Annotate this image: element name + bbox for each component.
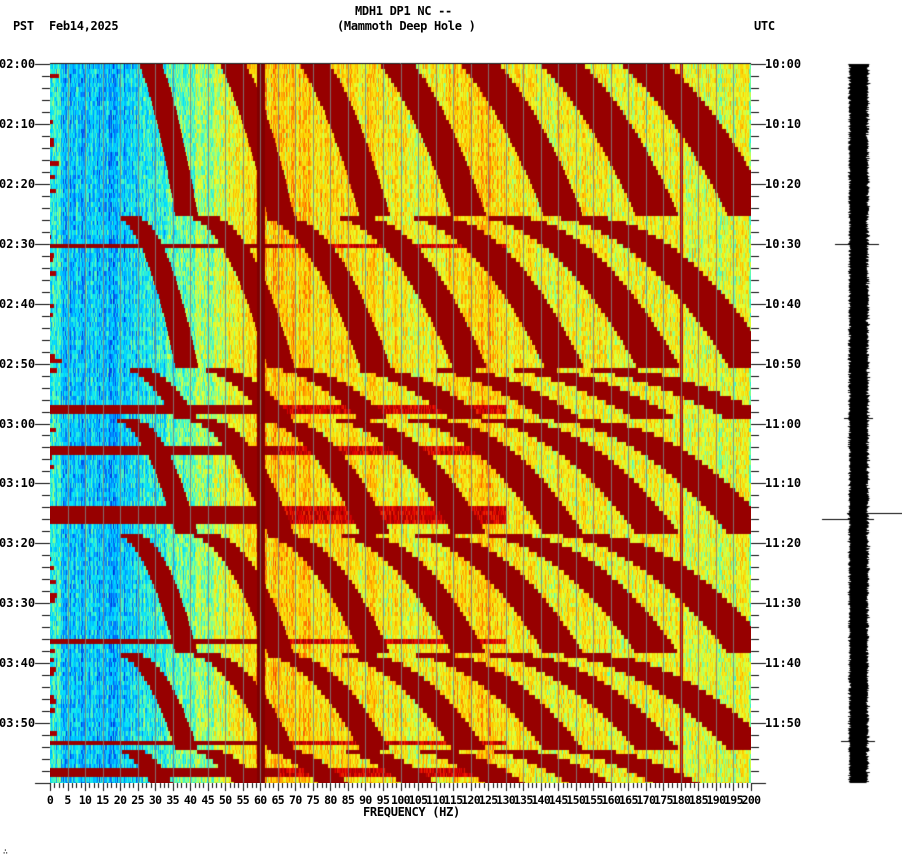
x-tick-label: 65 (271, 793, 285, 807)
x-tick-label: 10 (78, 793, 92, 807)
x-tick-label: 15 (96, 793, 109, 807)
x-tick-label: 90 (359, 793, 372, 807)
x-tick-label: 40 (183, 793, 197, 807)
y-tick-label-right: 11:40 (765, 656, 802, 671)
x-tick-label: 195 (723, 793, 744, 807)
y-tick-label-left: 03:00 (0, 416, 36, 431)
x-tick-label: 150 (566, 793, 586, 807)
y-tick-label-right: 10:40 (765, 296, 802, 311)
x-tick-label: 165 (618, 793, 639, 807)
x-tick-label: 95 (376, 793, 390, 807)
x-tick-label: 155 (583, 793, 604, 807)
y-tick-label-right: 11:30 (765, 596, 802, 611)
x-tick-label: 5 (64, 793, 71, 807)
y-tick-label-right: 11:10 (765, 476, 802, 491)
x-tick-label: 130 (496, 793, 516, 807)
x-tick-label: 105 (408, 793, 429, 807)
x-tick-label: 160 (601, 793, 621, 807)
x-tick-label: 180 (671, 793, 691, 807)
y-tick-label-right: 11:00 (765, 416, 802, 431)
y-tick-label-right: 10:10 (765, 116, 802, 131)
x-tick-label: 175 (653, 793, 674, 807)
y-tick-label-left: 02:00 (0, 57, 36, 71)
y-tick-label-left: 02:20 (0, 176, 36, 191)
x-tick-label: 120 (461, 793, 481, 807)
y-tick-label-left: 02:30 (0, 236, 36, 251)
x-tick-label: 0 (46, 793, 54, 807)
y-tick-label-left: 02:40 (0, 296, 36, 311)
corner-mark: ∴ (3, 847, 8, 856)
x-tick-label: 50 (218, 793, 232, 807)
y-tick-label-left: 03:10 (0, 476, 36, 491)
y-tick-label-right: 10:00 (765, 57, 802, 71)
x-tick-label: 190 (706, 793, 726, 807)
x-tick-label: 110 (426, 793, 446, 807)
y-tick-label-right: 11:50 (765, 716, 802, 731)
y-tick-label-left: 02:10 (0, 116, 36, 131)
x-tick-label: 80 (324, 793, 337, 807)
x-tick-label: 45 (201, 793, 215, 807)
x-tick-label: 25 (131, 793, 144, 807)
x-tick-label: 100 (391, 793, 411, 807)
x-tick-label: 135 (513, 793, 534, 807)
x-tick-label: 200 (741, 793, 762, 807)
x-tick-label: 145 (548, 793, 569, 807)
x-tick-label: 20 (113, 793, 127, 807)
y-tick-label-left: 03:30 (0, 596, 36, 611)
x-tick-label: 85 (341, 793, 355, 807)
x-tick-label: 140 (531, 793, 551, 807)
x-tick-label: 55 (236, 793, 250, 807)
x-tick-label: 75 (306, 793, 320, 807)
x-tick-label: 70 (289, 793, 302, 807)
y-tick-label-right: 10:20 (765, 176, 802, 191)
x-tick-label: 185 (688, 793, 709, 807)
x-tick-label: 125 (478, 793, 499, 807)
x-tick-label: 60 (253, 793, 267, 807)
x-tick-label: 35 (166, 793, 179, 807)
y-tick-label-right: 11:20 (765, 536, 802, 551)
x-tick-label: 115 (443, 793, 464, 807)
x-tick-label: 170 (636, 793, 656, 807)
x-tick-label: 30 (148, 793, 162, 807)
y-tick-label-left: 03:40 (0, 656, 36, 671)
y-tick-label-right: 10:50 (765, 356, 802, 371)
y-tick-label-left: 02:50 (0, 356, 36, 371)
x-axis-title: FREQUENCY (HZ) (363, 805, 460, 819)
y-tick-label-right: 10:30 (765, 236, 802, 251)
seismogram-trace (820, 60, 902, 788)
y-tick-label-left: 03:20 (0, 536, 36, 551)
y-tick-label-left: 03:50 (0, 716, 36, 731)
